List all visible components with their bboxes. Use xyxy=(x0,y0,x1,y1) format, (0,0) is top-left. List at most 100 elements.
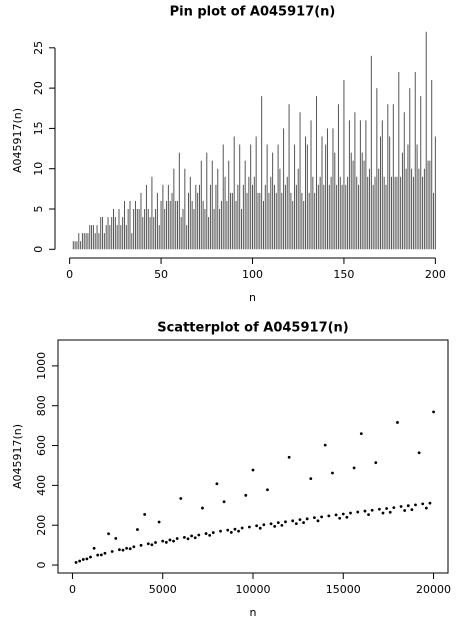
point xyxy=(240,526,244,530)
point xyxy=(146,542,150,546)
point xyxy=(193,536,197,540)
point xyxy=(298,518,302,522)
point xyxy=(294,522,298,526)
point xyxy=(363,509,367,513)
y-tick-label: 10 xyxy=(32,162,45,176)
point xyxy=(99,553,103,557)
point xyxy=(323,443,327,447)
point xyxy=(125,546,129,550)
point xyxy=(107,532,110,536)
point xyxy=(316,519,320,523)
point xyxy=(237,529,240,533)
point xyxy=(359,432,363,435)
point xyxy=(276,521,280,525)
chart-title: Pin plot of A045917(n) xyxy=(170,5,336,20)
point xyxy=(182,535,186,539)
point xyxy=(410,508,414,512)
point xyxy=(247,525,251,529)
point xyxy=(374,461,378,465)
y-tick-label: 600 xyxy=(35,435,48,456)
point xyxy=(385,507,389,510)
point xyxy=(352,466,356,470)
point xyxy=(370,508,374,512)
point xyxy=(327,514,331,518)
point xyxy=(89,555,92,559)
point xyxy=(255,524,259,528)
point xyxy=(334,513,338,517)
point xyxy=(262,523,266,527)
point xyxy=(74,561,78,564)
point xyxy=(396,421,399,424)
point xyxy=(338,516,342,520)
point xyxy=(432,410,435,414)
y-tick-label: 1000 xyxy=(35,352,48,380)
point xyxy=(392,506,396,510)
point xyxy=(226,528,230,532)
point xyxy=(388,510,392,514)
point xyxy=(175,537,179,540)
point xyxy=(78,559,82,563)
point xyxy=(331,471,334,475)
point xyxy=(414,503,417,507)
point xyxy=(287,455,291,459)
point xyxy=(302,521,305,525)
y-axis-label: A045917(n) xyxy=(11,424,24,489)
point xyxy=(229,530,233,534)
y-tick-label: 15 xyxy=(32,121,45,135)
point xyxy=(280,524,284,527)
x-tick-label: 5000 xyxy=(149,583,177,596)
y-tick-label: 200 xyxy=(35,515,48,536)
point xyxy=(96,553,100,557)
point xyxy=(201,506,204,510)
point xyxy=(367,513,370,517)
y-tick-label: 0 xyxy=(32,246,45,253)
point xyxy=(81,558,85,561)
y-tick-label: 5 xyxy=(32,206,45,213)
point xyxy=(258,526,262,530)
x-tick-label: 0 xyxy=(66,268,73,281)
point xyxy=(284,520,287,524)
point xyxy=(157,520,161,524)
point xyxy=(377,507,381,511)
point xyxy=(204,532,208,535)
point xyxy=(168,538,172,542)
point xyxy=(110,550,114,553)
point xyxy=(186,537,190,541)
point xyxy=(139,543,143,547)
x-tick-label: 50 xyxy=(154,268,168,281)
point xyxy=(197,533,201,537)
point xyxy=(399,505,403,508)
point xyxy=(309,477,313,481)
x-tick-label: 0 xyxy=(69,583,76,596)
point xyxy=(161,539,165,543)
point xyxy=(150,543,154,547)
point xyxy=(406,504,410,508)
point xyxy=(136,528,139,531)
point xyxy=(114,536,118,540)
point xyxy=(421,502,425,506)
point xyxy=(143,513,147,516)
y-tick-label: 800 xyxy=(35,395,48,416)
point xyxy=(164,540,168,544)
point xyxy=(244,493,248,497)
point xyxy=(219,529,222,533)
point xyxy=(349,511,352,515)
y-tick-label: 400 xyxy=(35,475,48,496)
x-tick-label: 10000 xyxy=(236,583,271,596)
point xyxy=(179,497,183,500)
x-tick-label: 150 xyxy=(333,268,354,281)
point xyxy=(417,451,421,455)
chart-title: Scatterplot of A045917(n) xyxy=(157,321,349,336)
point xyxy=(233,527,237,531)
point xyxy=(424,506,428,510)
point xyxy=(269,522,273,526)
point xyxy=(428,501,432,505)
point xyxy=(92,546,96,550)
point xyxy=(312,516,316,520)
y-tick-label: 20 xyxy=(32,81,45,95)
point xyxy=(222,500,226,504)
point xyxy=(341,512,345,516)
point xyxy=(345,515,349,519)
point xyxy=(266,488,269,492)
